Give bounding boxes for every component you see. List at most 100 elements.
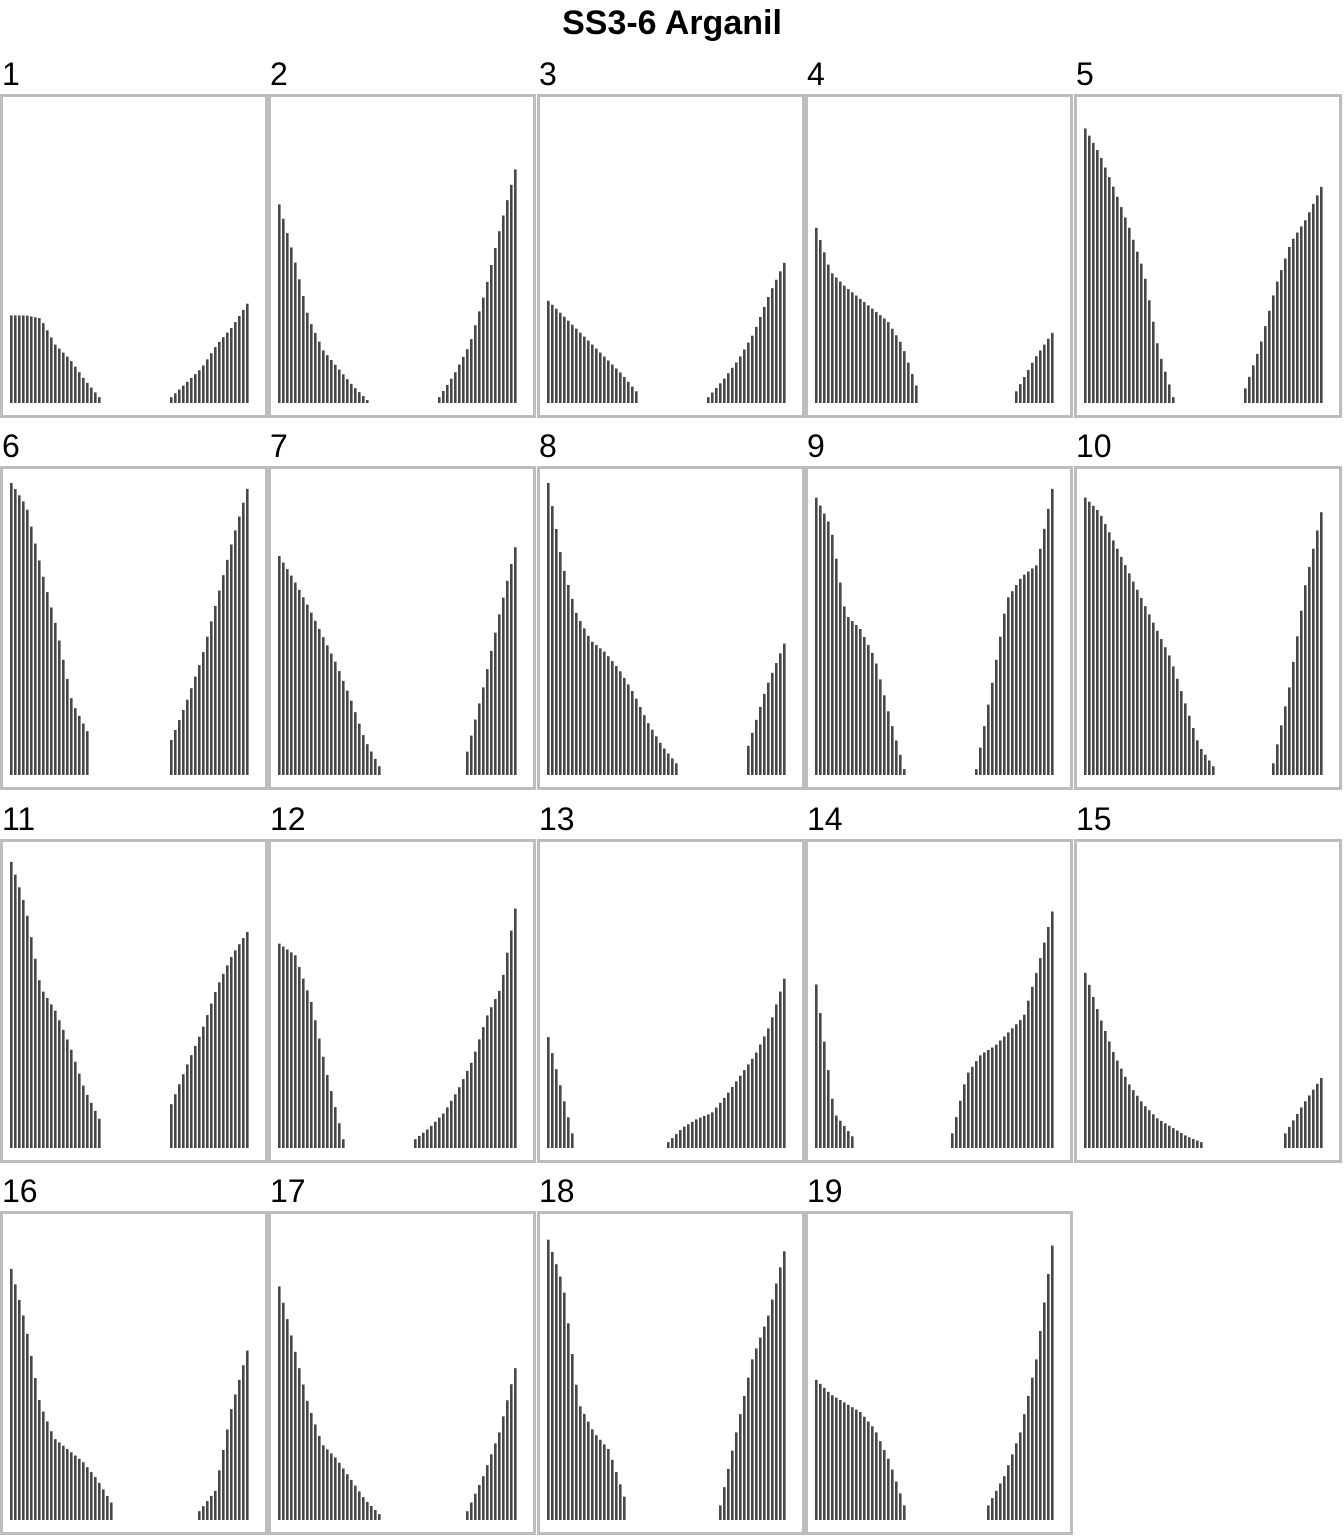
bar-left-23 bbox=[1176, 1130, 1179, 1148]
bar-right-5 bbox=[995, 659, 998, 775]
bar-left-17 bbox=[346, 690, 349, 775]
bar-right-16 bbox=[234, 530, 237, 775]
bar-left-0 bbox=[815, 227, 818, 403]
bar-left-27 bbox=[1192, 728, 1195, 775]
bar-right-3 bbox=[999, 1483, 1002, 1520]
bar-right-19 bbox=[783, 262, 786, 403]
bar-right-7 bbox=[1003, 613, 1006, 775]
bar-right-12 bbox=[514, 547, 517, 775]
bar-left-1 bbox=[819, 240, 822, 403]
panel-8 bbox=[537, 466, 805, 790]
bar-right-4 bbox=[967, 1072, 970, 1148]
bar-right-14 bbox=[226, 332, 229, 403]
bar-left-26 bbox=[1188, 715, 1191, 775]
bar-left-9 bbox=[1120, 1068, 1123, 1148]
bar-left-25 bbox=[110, 1502, 113, 1520]
bar-left-6 bbox=[302, 597, 305, 775]
bar-right-1 bbox=[470, 735, 473, 775]
bar-right-7 bbox=[1272, 295, 1275, 403]
bar-right-8 bbox=[1019, 1432, 1022, 1520]
bar-right-16 bbox=[1051, 1245, 1054, 1520]
bar-left-16 bbox=[74, 1061, 77, 1148]
bar-left-18 bbox=[350, 383, 353, 403]
bar-left-22 bbox=[635, 698, 638, 775]
bar-right-19 bbox=[246, 303, 249, 403]
bar-left-18 bbox=[1156, 630, 1159, 775]
bar-right-16 bbox=[771, 288, 774, 403]
bar-left-15 bbox=[70, 1049, 73, 1148]
panel-bars bbox=[278, 547, 517, 775]
panel-bars bbox=[278, 1286, 517, 1520]
bar-left-22 bbox=[98, 1118, 101, 1148]
bar-left-22 bbox=[366, 1501, 369, 1520]
bar-left-17 bbox=[615, 666, 618, 775]
bar-right-24 bbox=[510, 930, 513, 1148]
bar-right-2 bbox=[675, 1134, 678, 1148]
bar-left-4 bbox=[294, 1351, 297, 1520]
bar-right-5 bbox=[486, 1465, 489, 1520]
panel-bars bbox=[815, 911, 1054, 1148]
bar-left-21 bbox=[362, 396, 365, 403]
bar-left-21 bbox=[94, 1110, 97, 1148]
bar-right-7 bbox=[442, 1113, 445, 1148]
bar-right-1 bbox=[442, 391, 445, 403]
bar-right-12 bbox=[486, 281, 489, 403]
bar-right-14 bbox=[494, 248, 497, 403]
bar-right-10 bbox=[210, 621, 213, 775]
bar-right-15 bbox=[230, 544, 233, 775]
bar-left-13 bbox=[62, 1029, 65, 1148]
bar-left-9 bbox=[46, 330, 49, 403]
bar-right-2 bbox=[178, 389, 181, 403]
bar-left-1 bbox=[1088, 135, 1091, 403]
bar-left-25 bbox=[1184, 1135, 1187, 1148]
bar-right-4 bbox=[991, 682, 994, 775]
bar-left-22 bbox=[635, 391, 638, 403]
bar-right-17 bbox=[775, 279, 778, 403]
panel-bars bbox=[278, 169, 517, 403]
bar-left-19 bbox=[86, 382, 89, 403]
bar-left-28 bbox=[659, 742, 662, 775]
bar-right-14 bbox=[470, 1062, 473, 1148]
bar-left-18 bbox=[619, 1484, 622, 1520]
bar-right-11 bbox=[1288, 247, 1291, 403]
bar-left-11 bbox=[591, 344, 594, 403]
bar-right-4 bbox=[1260, 341, 1263, 403]
bar-right-8 bbox=[230, 1409, 233, 1520]
bar-right-5 bbox=[190, 688, 193, 775]
bar-right-1 bbox=[1276, 744, 1279, 775]
bar-left-6 bbox=[1108, 1041, 1111, 1148]
bar-left-10 bbox=[318, 341, 321, 403]
bar-left-20 bbox=[895, 740, 898, 775]
bar-left-16 bbox=[611, 661, 614, 775]
bar-right-10 bbox=[1027, 1395, 1030, 1520]
bar-left-20 bbox=[358, 1491, 361, 1520]
bar-left-22 bbox=[903, 351, 906, 403]
bar-left-12 bbox=[1132, 239, 1135, 403]
bar-right-14 bbox=[763, 306, 766, 403]
bar-left-7 bbox=[575, 328, 578, 403]
bar-left-4 bbox=[26, 915, 29, 1148]
bar-left-2 bbox=[18, 315, 21, 403]
bar-right-8 bbox=[498, 1432, 501, 1520]
bar-right-16 bbox=[1039, 548, 1042, 775]
bar-right-4 bbox=[1031, 362, 1034, 403]
bar-right-3 bbox=[182, 385, 185, 403]
bar-left-4 bbox=[563, 570, 566, 775]
bar-left-21 bbox=[1168, 655, 1171, 775]
bar-right-4 bbox=[1003, 1476, 1006, 1520]
bar-left-1 bbox=[14, 489, 17, 775]
bar-left-16 bbox=[879, 1441, 882, 1520]
bar-left-3 bbox=[22, 900, 25, 1148]
bar-right-16 bbox=[783, 1251, 786, 1520]
bar-left-2 bbox=[555, 308, 558, 403]
bar-right-0 bbox=[951, 1133, 954, 1148]
bar-right-19 bbox=[246, 931, 249, 1148]
bar-right-7 bbox=[226, 1429, 229, 1520]
bar-right-25 bbox=[1051, 911, 1054, 1148]
bar-left-2 bbox=[286, 233, 289, 403]
bar-left-14 bbox=[334, 1107, 337, 1148]
bar-left-10 bbox=[318, 1038, 321, 1148]
bar-right-2 bbox=[727, 1468, 730, 1520]
bar-right-0 bbox=[747, 745, 750, 775]
